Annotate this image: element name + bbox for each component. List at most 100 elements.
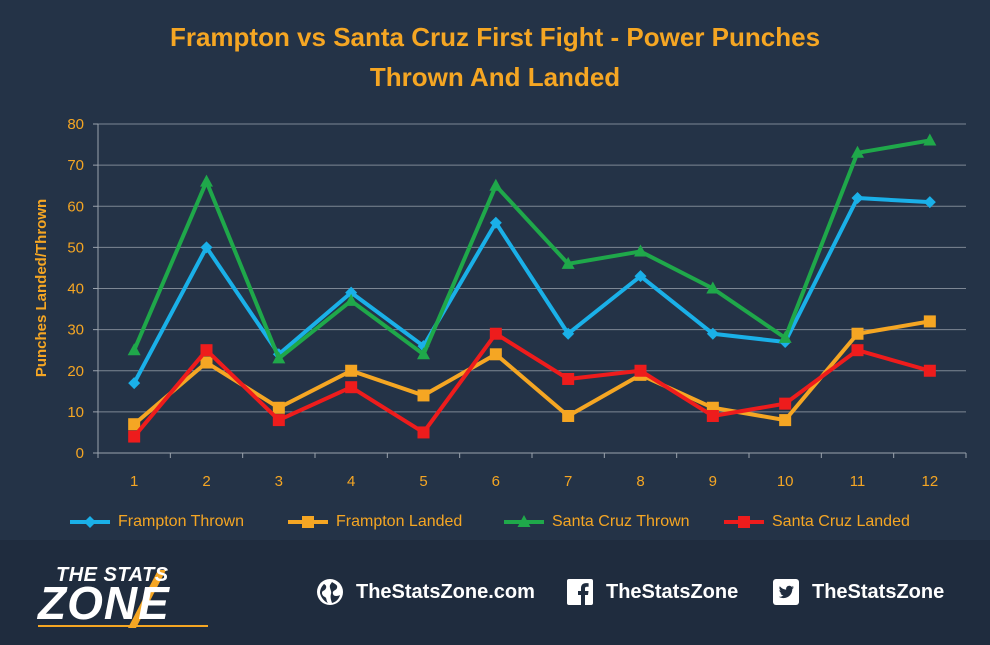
facebook-link[interactable]: TheStatsZone [566, 578, 738, 606]
website-text: TheStatsZone.com [356, 580, 535, 603]
data-point [706, 281, 720, 294]
data-point [272, 401, 285, 414]
data-point [272, 351, 286, 364]
legend-label: Frampton Thrown [118, 513, 244, 530]
legend-swatch [288, 516, 328, 528]
data-point [561, 256, 575, 269]
data-point [851, 344, 864, 357]
x-tick-label: 6 [492, 473, 500, 490]
twitter-icon [772, 578, 800, 606]
legend-item: Santa Cruz Thrown [502, 512, 690, 532]
data-point [200, 241, 213, 254]
series-frampton-thrown [128, 192, 936, 390]
stats-zone-logo: THE STATS ZONE [38, 562, 213, 632]
series-line [132, 331, 931, 438]
twitter-text: TheStatsZone [812, 580, 945, 603]
data-point [923, 133, 937, 146]
legend-label: Santa Cruz Landed [772, 513, 910, 530]
data-point [851, 327, 864, 340]
legend-swatch [504, 515, 544, 527]
x-tick-label: 3 [275, 473, 283, 490]
data-point [778, 330, 792, 343]
data-point [923, 196, 936, 209]
data-point [345, 286, 358, 299]
data-point [634, 270, 647, 283]
x-tick-label: 2 [202, 473, 210, 490]
y-tick-label: 20 [67, 363, 84, 380]
y-tick-label: 80 [67, 116, 84, 133]
website-link[interactable]: TheStatsZone.com [316, 578, 535, 606]
y-tick-label: 10 [67, 404, 84, 421]
chart-title-line2: Thrown And Landed [369, 62, 621, 92]
grid-layer [98, 123, 966, 413]
legend-label: Santa Cruz Thrown [552, 513, 690, 530]
data-point [417, 426, 430, 439]
legend-marker [738, 516, 750, 528]
data-point [345, 381, 358, 394]
data-point [489, 348, 502, 361]
legend-swatch [70, 516, 110, 528]
x-tick-label: 11 [850, 473, 866, 490]
data-point [128, 377, 141, 390]
data-point [417, 347, 430, 360]
data-point [562, 327, 575, 340]
data-point [272, 414, 285, 427]
data-point [200, 344, 213, 357]
logo-line2: ZONE [38, 577, 170, 629]
facebook-text: TheStatsZone [606, 580, 739, 603]
series-frampton-landed [128, 315, 936, 431]
y-tick-label: 0 [76, 445, 84, 462]
x-tick-label: 5 [419, 473, 427, 490]
data-point [489, 216, 502, 229]
y-tick-label: 70 [67, 157, 84, 174]
series-line [132, 319, 931, 426]
data-point [200, 356, 213, 369]
data-point [489, 178, 503, 191]
data-point [634, 364, 647, 377]
data-point [851, 192, 864, 205]
legend-marker [302, 516, 314, 528]
legend-swatch [724, 516, 764, 528]
x-tick-label: 4 [347, 473, 355, 490]
series-santa-cruz-thrown [127, 133, 937, 364]
data-point [706, 409, 719, 422]
data-point [127, 343, 141, 356]
data-point [634, 244, 647, 257]
data-point [562, 409, 575, 422]
globe-icon [316, 578, 344, 606]
data-point [779, 414, 792, 427]
data-point [851, 145, 864, 158]
data-point [345, 364, 358, 377]
data-point [128, 430, 141, 443]
chart-title-line1: Frampton vs Santa Cruz First Fight - Pow… [169, 22, 821, 52]
legend-item: Santa Cruz Landed [722, 512, 910, 532]
data-point [706, 327, 719, 340]
data-point [128, 418, 141, 431]
data-point [200, 174, 213, 187]
legend-item: Frampton Landed [286, 512, 462, 532]
series-line [132, 138, 931, 361]
legend-label: Frampton Landed [336, 513, 463, 530]
x-tick-label: 8 [636, 473, 644, 490]
x-tick-label: 1 [130, 473, 138, 490]
legend-marker [84, 516, 96, 528]
series-layer [127, 133, 937, 443]
data-point [344, 293, 358, 306]
footer: THE STATS ZONE TheStatsZone.com TheStats… [0, 540, 990, 645]
data-point [923, 364, 936, 377]
y-axis-label: Punches Landed/Thrown [33, 199, 50, 377]
facebook-icon [566, 578, 594, 606]
data-point [489, 327, 502, 340]
x-tick-label: 7 [564, 473, 572, 490]
twitter-link[interactable]: TheStatsZone [772, 578, 944, 606]
y-tick-label: 50 [67, 239, 84, 256]
x-tick-label: 12 [921, 473, 938, 490]
chart-area: Frampton vs Santa Cruz First Fight - Pow… [33, 22, 967, 532]
x-tick-label: 9 [709, 473, 717, 490]
data-point [562, 372, 575, 385]
legend-marker [517, 515, 531, 527]
x-tick-label: 10 [777, 473, 794, 490]
logo-line1: THE STATS [56, 564, 169, 586]
y-tick-label: 40 [67, 281, 84, 298]
y-tick-label: 60 [67, 198, 84, 215]
